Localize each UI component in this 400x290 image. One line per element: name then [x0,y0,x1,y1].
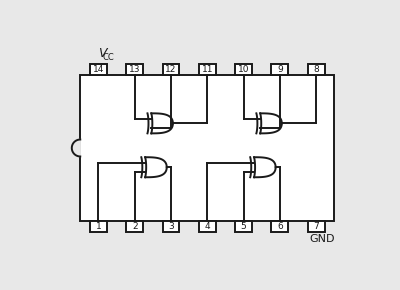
Bar [90,221,107,232]
Text: 3: 3 [168,222,174,231]
Bar [272,221,288,232]
Text: 10: 10 [238,65,249,74]
Bar [199,64,216,75]
Text: GND: GND [310,234,335,244]
Bar [235,221,252,232]
Polygon shape [151,113,173,133]
Text: 14: 14 [93,65,104,74]
Text: CC: CC [102,53,114,62]
Text: 7: 7 [313,222,319,231]
Polygon shape [145,157,167,177]
Text: 6: 6 [277,222,283,231]
Bar [308,221,325,232]
Text: 2: 2 [132,222,138,231]
Text: 8: 8 [313,65,319,74]
Bar [90,64,107,75]
Bar [80,75,334,221]
Text: 9: 9 [277,65,283,74]
Bar [199,221,216,232]
Text: 13: 13 [129,65,140,74]
Bar [126,221,143,232]
Polygon shape [72,139,80,157]
Text: 11: 11 [202,65,213,74]
Text: 4: 4 [204,222,210,231]
Bar [272,64,288,75]
Bar [235,64,252,75]
Text: V: V [98,47,106,60]
Bar [126,64,143,75]
Bar [162,221,180,232]
Text: 1: 1 [96,222,101,231]
Bar [162,64,180,75]
Polygon shape [260,113,282,133]
Text: 12: 12 [165,65,177,74]
Polygon shape [254,157,276,177]
Bar [308,64,325,75]
Text: 5: 5 [241,222,246,231]
